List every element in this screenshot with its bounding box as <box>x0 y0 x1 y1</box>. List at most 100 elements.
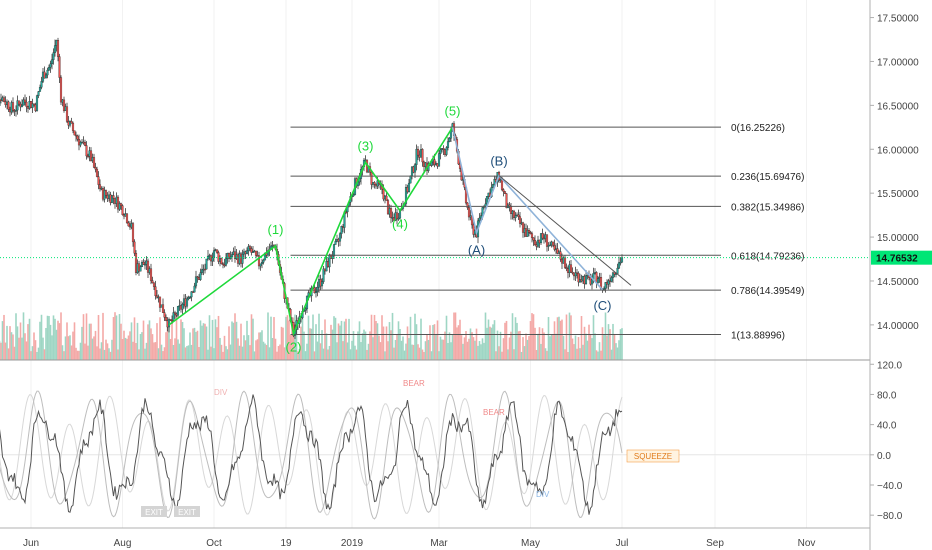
volume-bar <box>271 338 274 360</box>
candle-body <box>352 194 355 197</box>
bear-label: BEAR <box>403 379 425 388</box>
volume-bar <box>166 324 169 360</box>
volume-bar <box>279 344 281 360</box>
candle-body <box>190 291 193 298</box>
volume-bar <box>517 331 520 360</box>
candle-body <box>146 260 150 273</box>
volume-bar <box>367 343 370 360</box>
volume-bar <box>88 323 91 360</box>
volume-bar <box>183 328 185 360</box>
volume-bar <box>190 344 193 360</box>
volume-bar <box>586 340 589 360</box>
volume-bar <box>381 315 383 360</box>
candle-body <box>38 87 42 92</box>
volume-bar <box>157 348 160 360</box>
impulse-wave-label: (4) <box>392 217 408 232</box>
oscillator-tick-label: 0.0 <box>877 451 891 462</box>
candle-body <box>164 317 168 321</box>
volume-bar <box>303 331 305 360</box>
volume-bar <box>154 342 157 360</box>
candle-body <box>97 176 100 185</box>
volume-bar <box>220 344 223 360</box>
oscillator-tick-label: −40.0 <box>877 481 903 492</box>
volume-bar <box>312 314 314 360</box>
volume-bar <box>453 312 455 360</box>
volume-bar <box>42 337 44 360</box>
correction-wave-label: (C) <box>593 298 611 313</box>
volume-bar <box>247 335 250 360</box>
volume-bar <box>217 315 220 360</box>
price-tick-label: 16.50000 <box>877 101 919 112</box>
volume-bar <box>280 326 283 360</box>
candle-body <box>119 203 123 206</box>
volume-bar <box>621 328 623 360</box>
divergence-label: DIV <box>214 388 228 397</box>
volume-bar <box>598 342 601 360</box>
candle-body <box>199 272 202 280</box>
volume-bar <box>178 343 181 360</box>
candle-body <box>212 250 216 258</box>
volume-bar <box>84 343 86 360</box>
candle-body <box>574 272 577 277</box>
candle-body <box>565 267 568 269</box>
volume-bar <box>417 344 419 360</box>
candle-body <box>95 168 99 177</box>
candle-body <box>604 282 607 289</box>
volume-bar <box>286 315 289 360</box>
volume-bar <box>435 334 437 360</box>
volume-bar <box>399 328 401 360</box>
volume-bar <box>484 312 487 360</box>
candle-body <box>17 100 21 105</box>
candle-body <box>7 101 10 110</box>
volume-bar <box>492 324 494 360</box>
volume-bar <box>126 338 128 360</box>
candle-body <box>44 74 48 79</box>
volume-bar <box>469 328 472 360</box>
volume-bar <box>289 334 292 360</box>
volume-bar <box>390 330 392 360</box>
candle-body <box>49 63 52 68</box>
candle-body <box>71 122 75 131</box>
volume-bar <box>310 328 313 360</box>
volume-bar <box>205 326 208 360</box>
volume-bar <box>408 338 410 360</box>
volume-bar <box>565 314 568 360</box>
candle-body <box>83 142 87 146</box>
volume-bar <box>384 351 386 360</box>
volume-bar <box>94 330 97 360</box>
volume-bar <box>520 351 523 360</box>
candle-body <box>20 104 24 108</box>
volume-bar <box>448 332 451 360</box>
volume-bar <box>546 350 548 360</box>
volume-bar <box>37 347 40 360</box>
candle-body <box>74 134 78 137</box>
volume-bar <box>48 316 50 360</box>
volume-bar <box>87 345 89 360</box>
price-tick-label: 14.00000 <box>877 321 919 332</box>
candle-body <box>203 268 207 271</box>
volume-bar <box>547 317 550 360</box>
volume-bar <box>619 329 622 360</box>
time-tick-label: Aug <box>114 538 132 549</box>
volume-bar <box>216 327 218 360</box>
volume-bar <box>63 351 65 360</box>
candle-body <box>448 138 451 142</box>
volume-bar <box>67 336 70 360</box>
volume-bar <box>10 332 13 360</box>
volume-bar <box>288 320 290 360</box>
volume-bar <box>366 349 368 360</box>
volume-bar <box>396 335 398 360</box>
volume-bar <box>343 321 346 360</box>
volume-bar <box>409 316 412 360</box>
volume-bar <box>309 328 311 360</box>
volume-bar <box>133 317 136 360</box>
volume-bar <box>276 351 278 360</box>
candle-body <box>32 103 36 106</box>
volume-bar <box>301 315 304 360</box>
candle-body <box>518 216 522 224</box>
volume-bar <box>204 323 206 360</box>
volume-bar <box>145 342 148 360</box>
candle-body <box>530 233 534 238</box>
volume-bar <box>333 316 335 360</box>
